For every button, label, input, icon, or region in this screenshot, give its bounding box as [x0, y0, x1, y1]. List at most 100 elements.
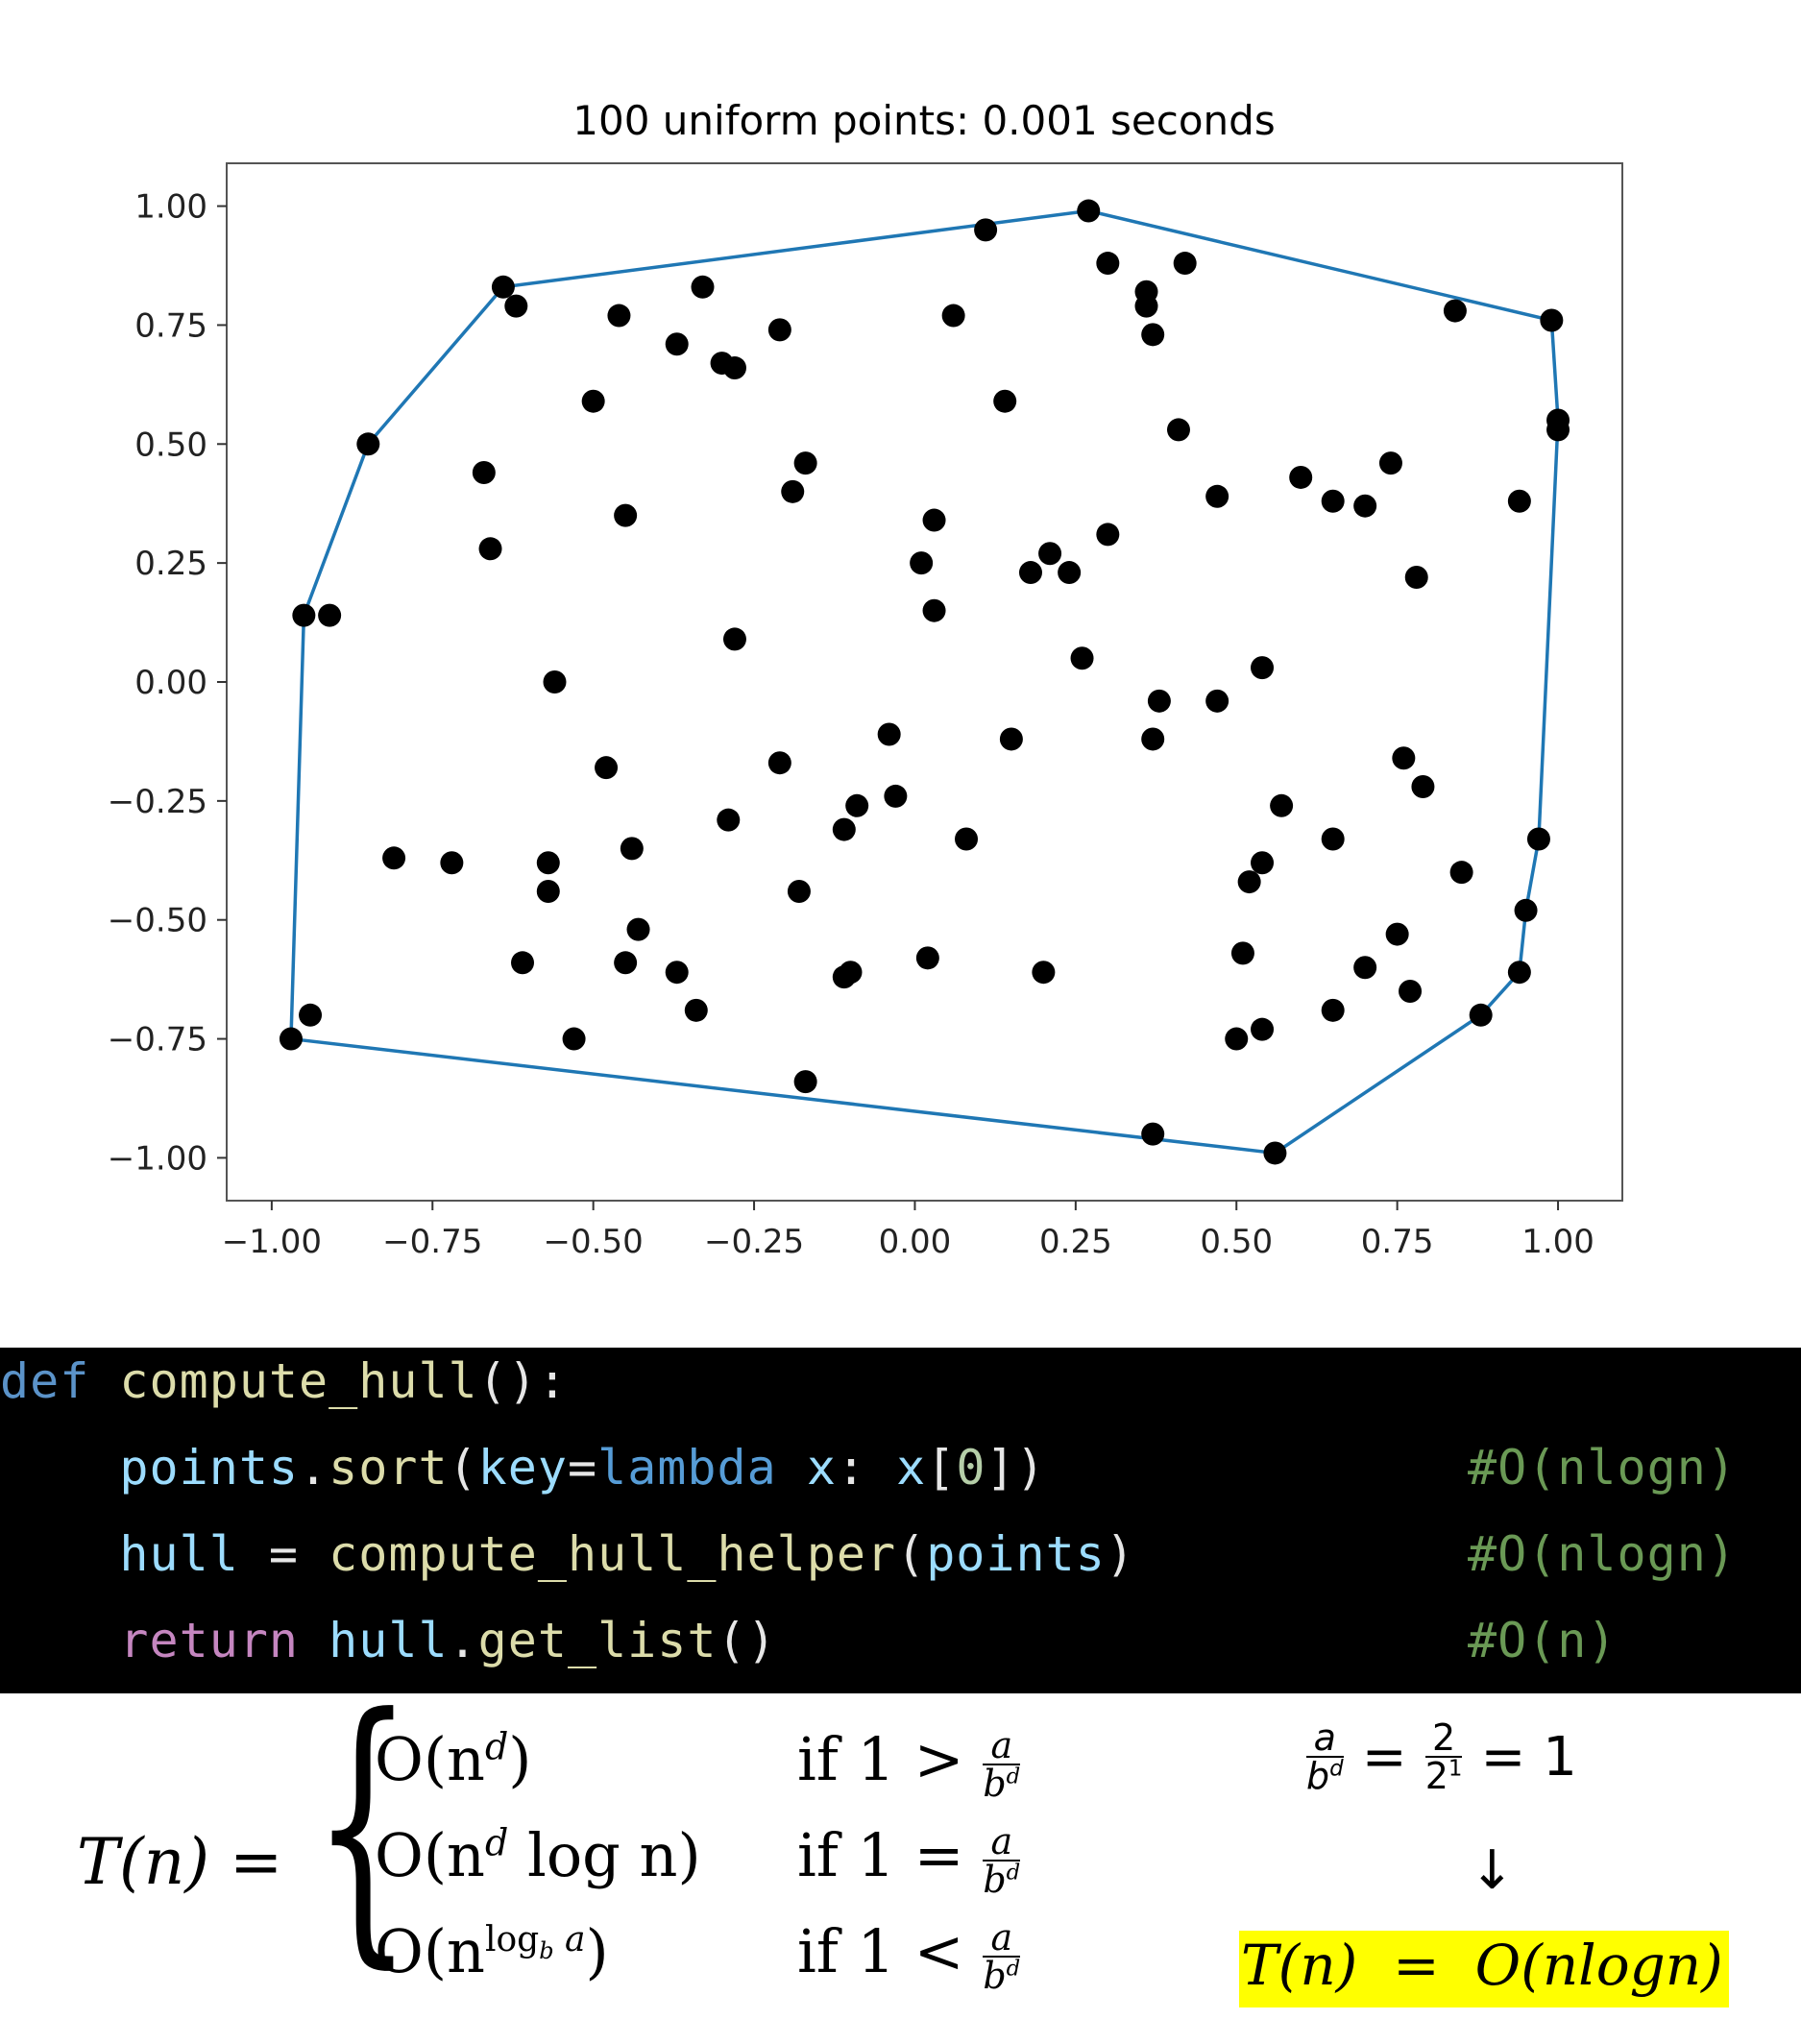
code-token: . — [299, 1440, 329, 1496]
data-point — [910, 551, 934, 575]
ratio-calculation: a bd = 2 21 = 1 — [1306, 1716, 1577, 1797]
code-token: () — [717, 1613, 777, 1668]
data-point — [665, 332, 689, 356]
data-point — [382, 846, 406, 870]
y-tick-label: −0.25 — [108, 783, 207, 821]
data-point — [922, 508, 946, 532]
data-point — [536, 879, 560, 903]
code-token: sort — [329, 1440, 449, 1496]
data-point — [1263, 1141, 1287, 1165]
data-point — [722, 356, 746, 380]
code-comment-return: #O(n) — [1468, 1613, 1618, 1668]
data-point — [472, 461, 496, 485]
data-point — [877, 722, 901, 746]
data-point — [832, 817, 856, 841]
data-point — [1404, 566, 1428, 590]
data-point — [543, 670, 567, 694]
code-token: points — [0, 1440, 300, 1496]
code-token: x — [896, 1440, 927, 1496]
data-point — [1251, 1017, 1275, 1041]
x-tick-label: −0.50 — [544, 1223, 644, 1261]
data-point — [767, 751, 791, 775]
data-point — [620, 837, 644, 861]
data-point — [1392, 746, 1416, 770]
x-tick-label: 0.00 — [879, 1223, 952, 1261]
data-point — [1353, 494, 1377, 518]
data-point — [491, 275, 515, 299]
data-point — [1205, 689, 1229, 713]
data-point — [717, 808, 741, 832]
code-token: get_list — [477, 1613, 718, 1668]
data-point — [504, 294, 528, 318]
data-point — [1507, 961, 1531, 985]
data-point — [1166, 418, 1190, 442]
case-3-expr: O(nlogb a) — [375, 1916, 609, 1986]
data-point — [974, 218, 998, 242]
data-point — [1251, 851, 1275, 875]
data-point — [1225, 1027, 1249, 1051]
code-token: ( — [896, 1526, 927, 1582]
data-point — [1205, 484, 1229, 508]
data-point — [1018, 561, 1042, 585]
result-equation: T(n) = O(nlogn) — [1241, 1933, 1723, 1998]
code-token: : — [836, 1440, 897, 1496]
data-point — [922, 598, 946, 622]
case-1-expr: O(nd) — [375, 1724, 532, 1794]
data-point — [1321, 489, 1345, 513]
y-axis: 1.00 0.75 0.50 0.25 0.00 −0.25 −0.50 −0.75 −1.00 — [108, 188, 227, 1178]
data-point — [722, 627, 746, 651]
data-point — [793, 451, 817, 475]
data-point — [1526, 827, 1550, 851]
points-layer — [279, 199, 1570, 1165]
data-point — [511, 951, 535, 975]
y-tick-label: 0.75 — [134, 306, 207, 345]
theorem-lhs: T(n) = — [77, 1825, 283, 1899]
code-comment-sort: #O(nlogn) — [1468, 1440, 1737, 1496]
data-point — [915, 946, 939, 970]
x-tick-label: 0.75 — [1361, 1223, 1434, 1261]
data-point — [767, 318, 791, 342]
code-token: x — [776, 1440, 837, 1496]
data-point — [1134, 294, 1158, 318]
code-token: ]) — [986, 1440, 1046, 1496]
y-tick-label: 0.50 — [134, 426, 207, 464]
data-point — [1032, 961, 1056, 985]
frac-den-1: b — [983, 1762, 1007, 1805]
data-point — [1449, 861, 1473, 885]
x-axis: −1.00 −0.75 −0.50 −0.25 0.00 0.25 0.50 0.75 1.00 — [222, 1201, 1594, 1261]
code-token: ) — [1105, 1526, 1135, 1582]
data-point — [279, 1027, 303, 1051]
data-point — [691, 275, 715, 299]
code-token: [ — [926, 1440, 957, 1496]
data-point — [607, 304, 631, 328]
code-token: . — [448, 1613, 478, 1668]
data-point — [1289, 465, 1313, 489]
data-point — [941, 304, 965, 328]
data-point — [665, 961, 689, 985]
case-2-expr: O(nd log n) — [375, 1820, 701, 1890]
y-tick-label: −0.50 — [108, 902, 207, 940]
data-point — [1096, 523, 1120, 547]
code-line-sort: points.sort(key=lambda x: x[0]) — [0, 1434, 1046, 1501]
master-theorem: T(n) = { O(nd) if 1 > a bd O(nd log n) i… — [77, 1681, 1095, 2008]
data-point — [614, 503, 638, 527]
data-point — [1411, 774, 1435, 798]
scatter-chart: 100 uniform points: 0.001 seconds −1.00−… — [108, 97, 1623, 1261]
data-point — [1353, 956, 1377, 980]
data-point — [1378, 451, 1402, 475]
data-point — [614, 951, 638, 975]
data-point — [1077, 199, 1101, 223]
data-point — [1038, 542, 1062, 566]
data-point — [832, 965, 856, 989]
y-tick-label: −0.75 — [108, 1021, 207, 1059]
code-line-return: return hull.get_list() — [0, 1607, 777, 1674]
y-tick-label: 1.00 — [134, 188, 207, 227]
data-point — [1514, 898, 1538, 922]
x-tick-label: −0.75 — [382, 1223, 482, 1261]
code-line-helper: hull = compute_hull_helper(points) — [0, 1521, 1135, 1588]
code-token: hull — [0, 1526, 239, 1582]
code-token: compute_hull — [89, 1353, 478, 1409]
data-point — [595, 756, 619, 780]
data-point — [845, 793, 869, 817]
data-point — [299, 1003, 323, 1027]
